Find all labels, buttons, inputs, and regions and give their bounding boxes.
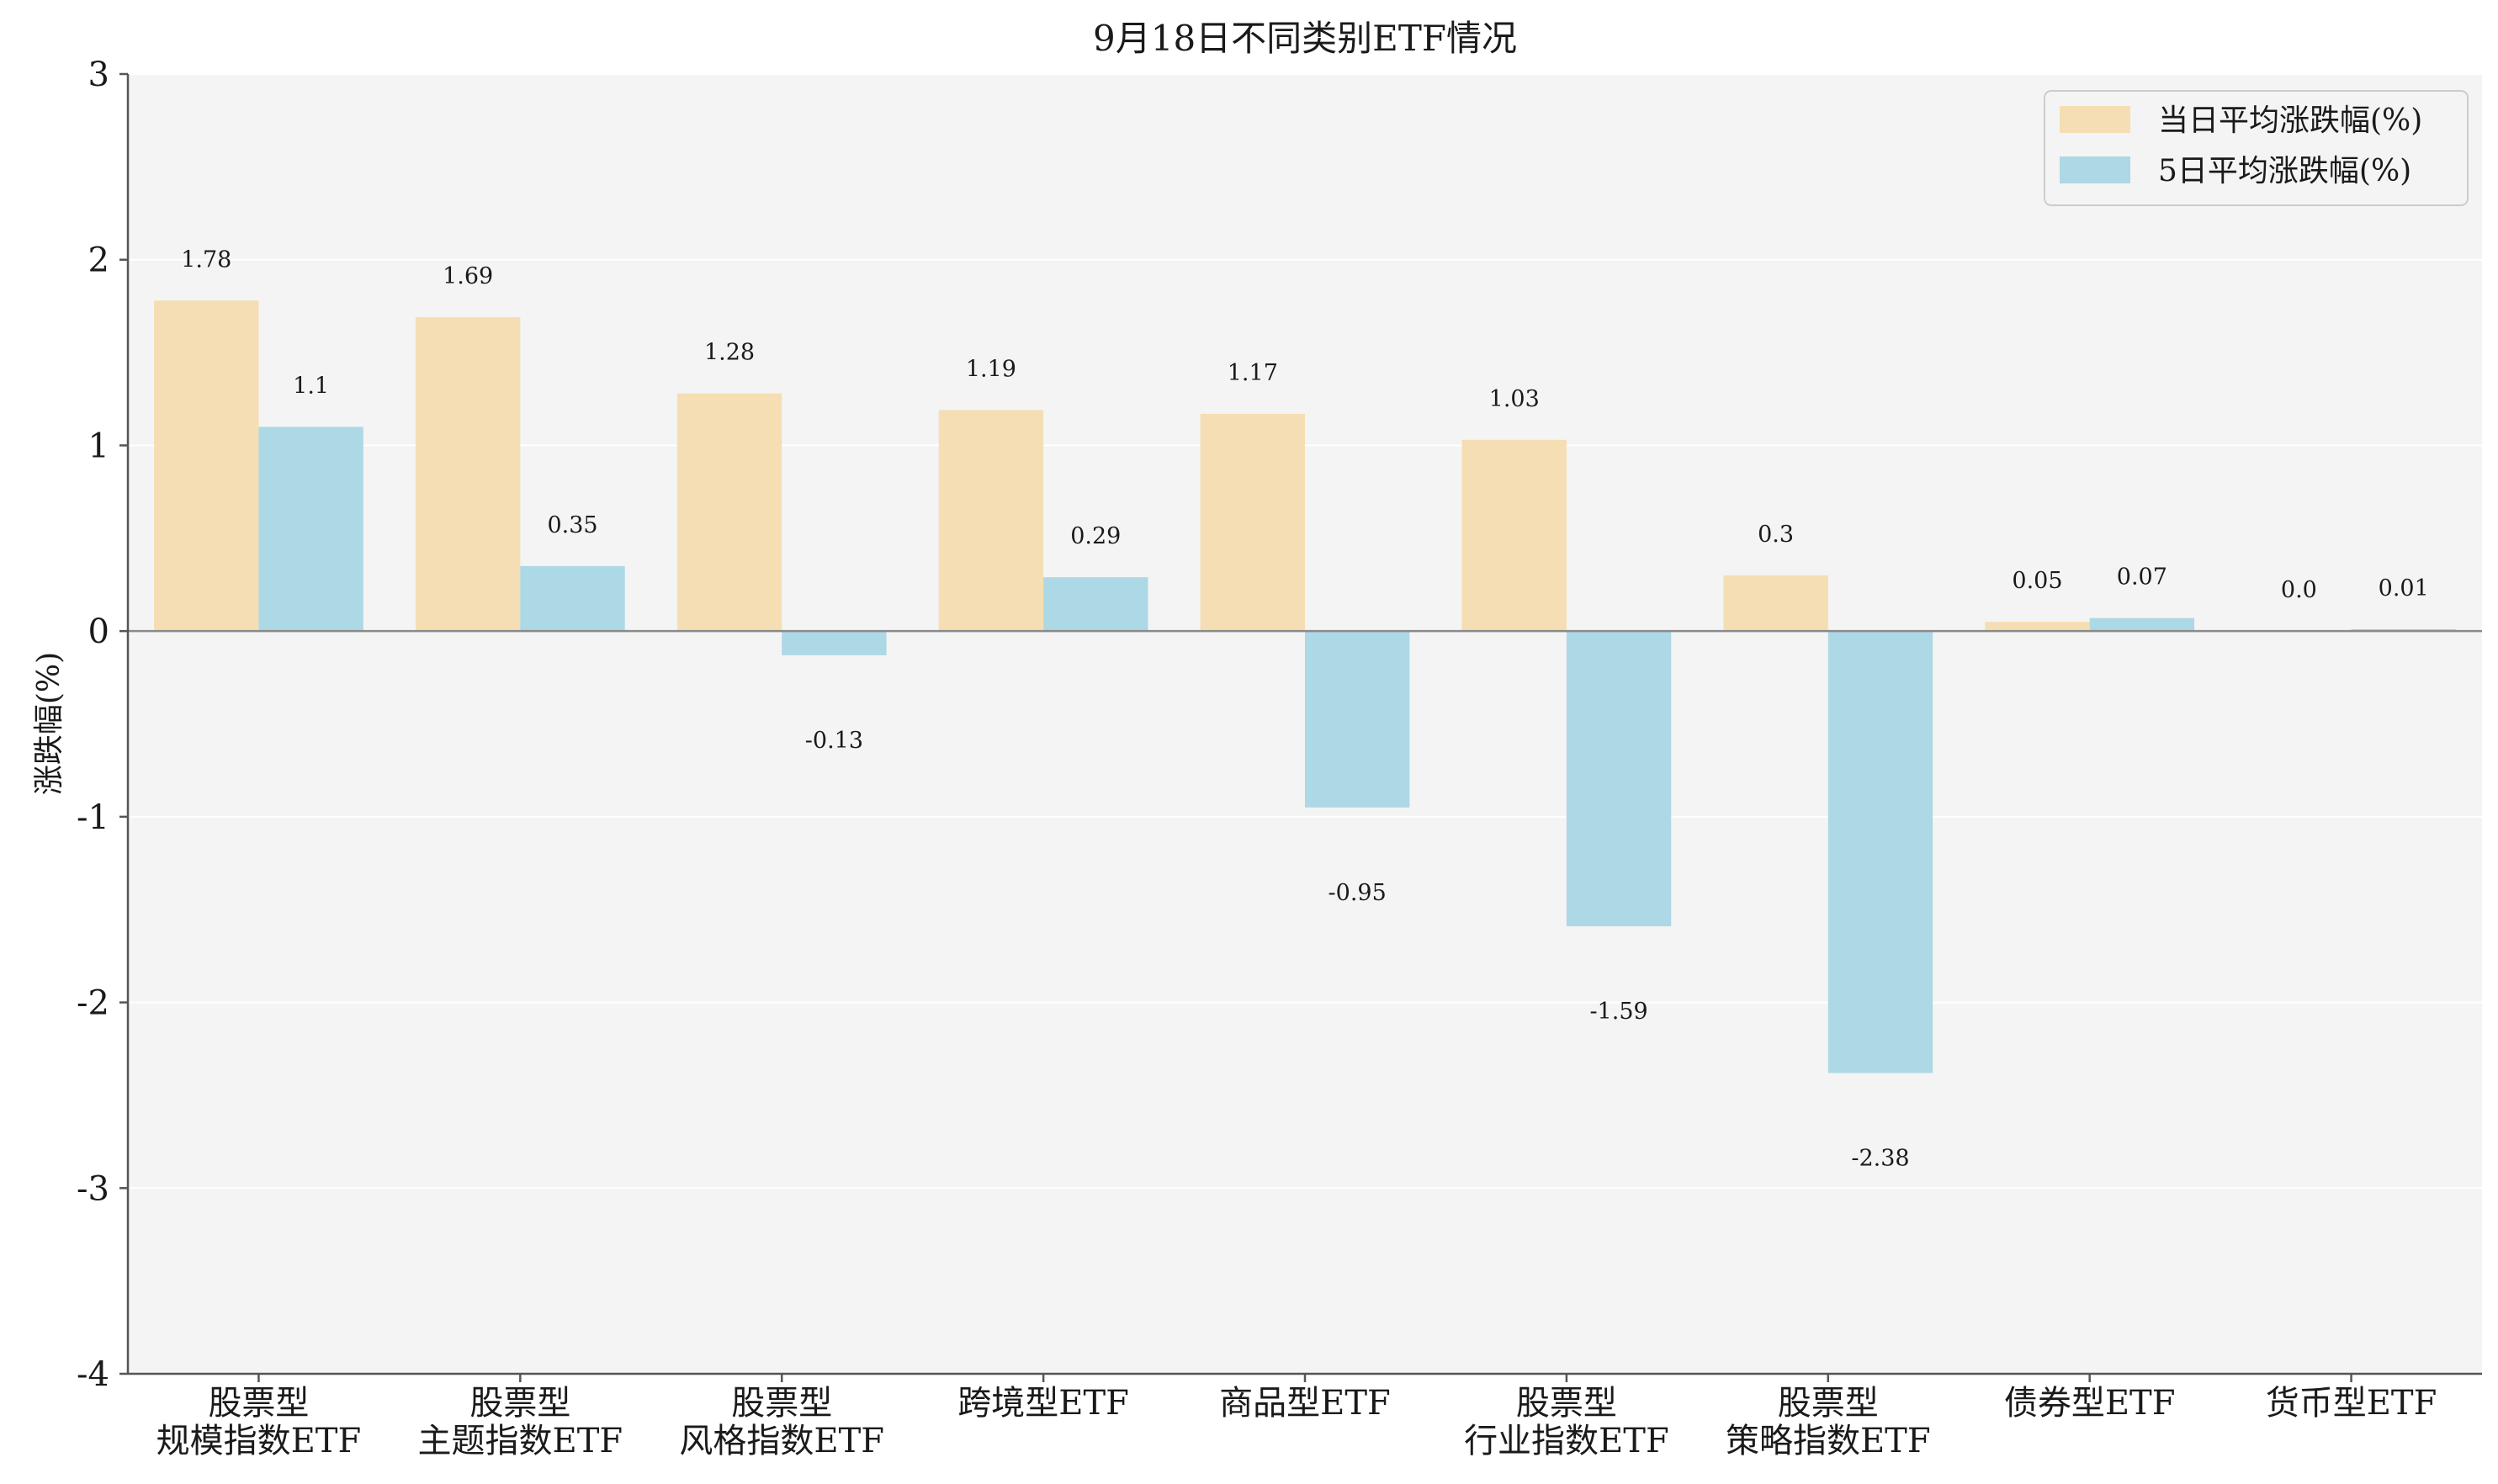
bar-daily-0: [154, 300, 259, 632]
bar-5day-1: [520, 565, 625, 632]
data-label-daily-3: 1.19: [966, 356, 1016, 382]
bar-daily-2: [676, 393, 782, 632]
data-label-daily-4: 1.17: [1228, 360, 1278, 386]
x-tick-label: 股票型: [731, 1384, 832, 1423]
bar-daily-3: [938, 410, 1044, 632]
data-label-daily-5: 1.03: [1489, 386, 1540, 412]
legend-label-5day: 5日平均涨跌幅(%): [2158, 154, 2411, 188]
legend: 当日平均涨跌幅(%) 5日平均涨跌幅(%): [2044, 90, 2469, 206]
x-tick-label: 商品型ETF: [1219, 1384, 1391, 1423]
bar-5day-4: [1305, 631, 1410, 808]
x-tick-label: 债券型ETF: [2004, 1384, 2176, 1423]
bar-daily-4: [1200, 413, 1305, 632]
bar-5day-0: [258, 427, 363, 632]
data-label-5day-2: -0.13: [805, 728, 863, 754]
y-axis-label: 涨跌幅(%): [32, 652, 66, 795]
bar-5day-7: [2089, 617, 2195, 632]
bar-5day-6: [1827, 631, 1933, 1073]
x-tick-label: 跨境型ETF: [957, 1384, 1129, 1423]
bar-5day-2: [782, 631, 887, 655]
data-label-daily-0: 1.78: [181, 246, 231, 273]
data-label-5day-8: 0.01: [2379, 575, 2429, 602]
data-label-5day-4: -0.95: [1329, 880, 1387, 906]
y-tick-label: 1: [88, 427, 109, 465]
data-label-5day-6: -2.38: [1851, 1145, 1909, 1171]
x-tick-label: 股票型: [1778, 1384, 1879, 1423]
x-tick-label: 股票型: [1516, 1384, 1617, 1423]
y-axis-ticks: 3 2 1 0 -1 -2 -3 -4: [77, 56, 128, 1394]
bar-daily-6: [1723, 575, 1828, 632]
bar-5day-3: [1043, 577, 1148, 632]
data-label-5day-7: 0.07: [2117, 564, 2167, 591]
bars: [154, 300, 2456, 1073]
x-tick-label: 规模指数ETF: [156, 1422, 362, 1460]
x-tick-label: 主题指数ETF: [418, 1422, 623, 1460]
legend-frame: [2044, 90, 2469, 206]
x-tick-label: 策略指数ETF: [1726, 1422, 1931, 1460]
x-tick-label: 风格指数ETF: [679, 1422, 884, 1460]
data-label-daily-1: 1.69: [443, 263, 493, 289]
x-tick-label: 股票型: [469, 1384, 570, 1423]
legend-swatch-daily: [2060, 106, 2130, 133]
data-label-daily-7: 0.05: [2012, 568, 2062, 594]
data-label-daily-8: 0.0: [2281, 577, 2317, 603]
data-label-daily-6: 0.3: [1758, 522, 1794, 548]
legend-label-daily: 当日平均涨跌幅(%): [2158, 103, 2422, 138]
y-tick-label: 3: [88, 56, 109, 94]
data-labels: 1.78 1.69 1.28 1.19 1.17 1.03 0.3 0.05 0.0 1.1 0.3…: [181, 246, 2429, 1171]
y-tick-label: -3: [77, 1169, 109, 1208]
bar-daily-1: [415, 317, 521, 632]
data-label-5day-3: 0.29: [1070, 523, 1121, 549]
y-tick-label: 0: [88, 612, 109, 651]
y-tick-label: -4: [77, 1355, 109, 1394]
data-label-5day-5: -1.59: [1589, 999, 1647, 1025]
x-tick-label: 行业指数ETF: [1464, 1422, 1669, 1460]
bar-5day-5: [1566, 631, 1672, 927]
chart-title: 9月18日不同类别ETF情况: [1093, 18, 1517, 59]
data-label-5day-1: 0.35: [547, 512, 597, 538]
y-tick-label: -2: [77, 984, 109, 1023]
x-tick-label: 股票型: [208, 1384, 309, 1423]
x-tick-label: 货币型ETF: [2266, 1384, 2437, 1423]
data-label-daily-2: 1.28: [704, 340, 755, 366]
y-tick-label: -1: [77, 798, 109, 837]
data-label-5day-0: 1.1: [293, 373, 329, 399]
y-tick-label: 2: [88, 241, 109, 280]
legend-swatch-5day: [2060, 156, 2130, 183]
bar-daily-7: [1985, 622, 2090, 632]
bar-daily-5: [1461, 439, 1567, 632]
